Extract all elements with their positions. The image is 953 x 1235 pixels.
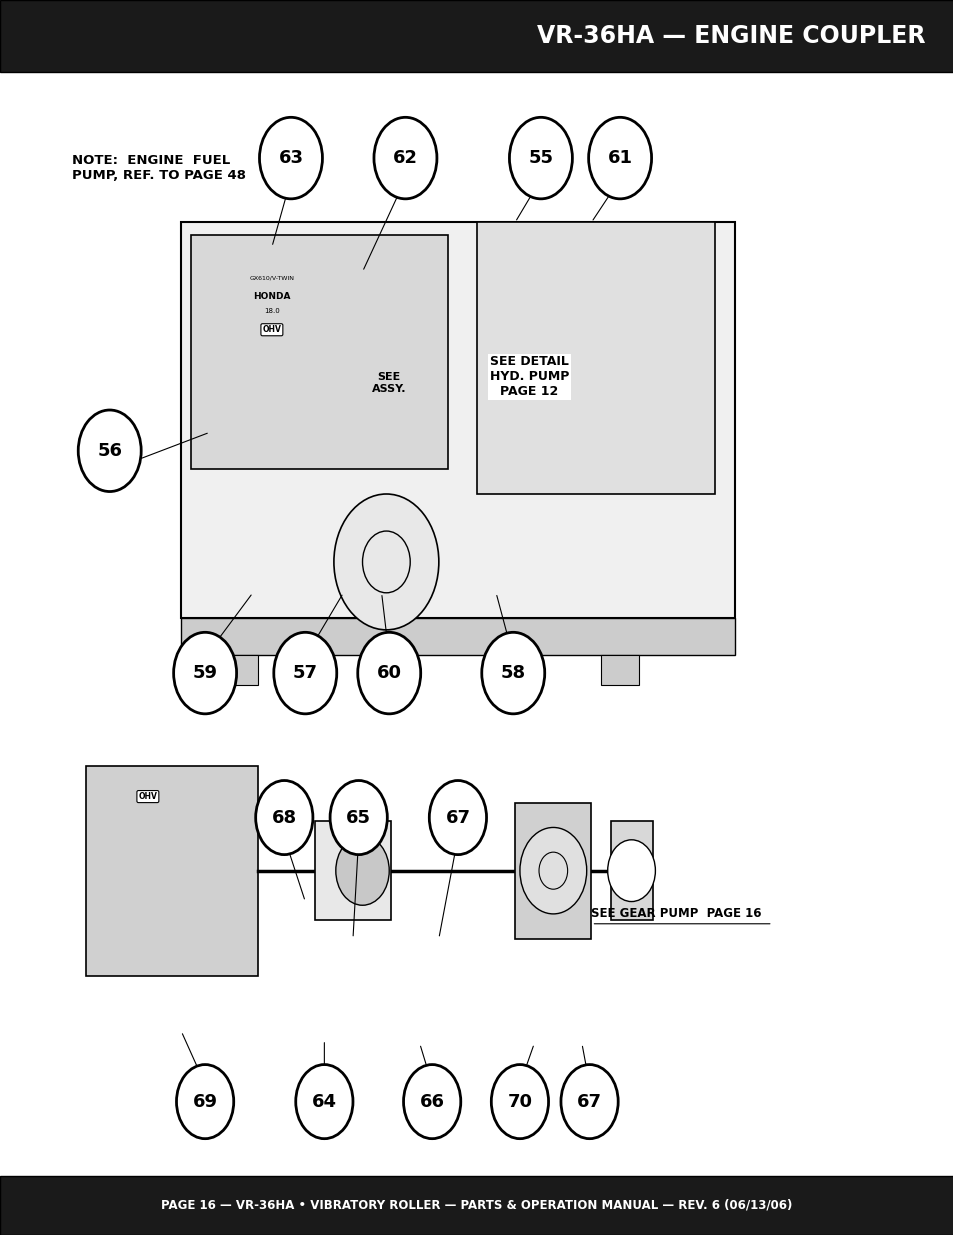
Text: 66: 66	[419, 1093, 444, 1110]
Text: HONDA: HONDA	[253, 291, 291, 301]
Text: SEE
ASSY.: SEE ASSY.	[372, 372, 406, 394]
Text: 63: 63	[278, 149, 303, 167]
FancyBboxPatch shape	[0, 1176, 953, 1235]
FancyBboxPatch shape	[191, 235, 448, 469]
Text: GX610/V-TWIN: GX610/V-TWIN	[249, 275, 294, 280]
FancyBboxPatch shape	[86, 766, 257, 976]
Text: 61: 61	[607, 149, 632, 167]
Circle shape	[295, 1065, 353, 1139]
Text: VR-36HA — ENGINE COUPLER: VR-36HA — ENGINE COUPLER	[537, 23, 924, 48]
Text: 65: 65	[346, 809, 371, 826]
Circle shape	[374, 117, 436, 199]
Circle shape	[560, 1065, 618, 1139]
FancyBboxPatch shape	[372, 655, 410, 685]
Text: 58: 58	[500, 664, 525, 682]
Text: 18.0: 18.0	[264, 309, 279, 314]
Circle shape	[588, 117, 651, 199]
Text: 55: 55	[528, 149, 553, 167]
FancyBboxPatch shape	[219, 655, 257, 685]
Circle shape	[403, 1065, 460, 1139]
FancyBboxPatch shape	[610, 821, 653, 920]
FancyBboxPatch shape	[295, 655, 334, 685]
FancyBboxPatch shape	[515, 803, 591, 939]
Circle shape	[357, 632, 420, 714]
Text: 64: 64	[312, 1093, 336, 1110]
Text: SEE GEAR PUMP  PAGE 16: SEE GEAR PUMP PAGE 16	[591, 908, 761, 920]
Circle shape	[78, 410, 141, 492]
Text: 60: 60	[376, 664, 401, 682]
Text: 69: 69	[193, 1093, 217, 1110]
FancyBboxPatch shape	[476, 222, 715, 494]
Circle shape	[519, 827, 586, 914]
Text: 57: 57	[293, 664, 317, 682]
Circle shape	[330, 781, 387, 855]
Circle shape	[176, 1065, 233, 1139]
Text: SEE DETAIL
HYD. PUMP
PAGE 12: SEE DETAIL HYD. PUMP PAGE 12	[489, 356, 569, 398]
FancyBboxPatch shape	[181, 222, 734, 618]
Circle shape	[491, 1065, 548, 1139]
Text: 56: 56	[97, 442, 122, 459]
Circle shape	[429, 781, 486, 855]
Circle shape	[259, 117, 322, 199]
FancyBboxPatch shape	[0, 0, 953, 72]
Text: 59: 59	[193, 664, 217, 682]
FancyBboxPatch shape	[600, 655, 639, 685]
Circle shape	[509, 117, 572, 199]
Circle shape	[173, 632, 236, 714]
FancyBboxPatch shape	[181, 618, 734, 655]
Text: NOTE:  ENGINE  FUEL
PUMP, REF. TO PAGE 48: NOTE: ENGINE FUEL PUMP, REF. TO PAGE 48	[71, 154, 245, 183]
Text: 67: 67	[445, 809, 470, 826]
Text: 62: 62	[393, 149, 417, 167]
Circle shape	[334, 494, 438, 630]
Text: 70: 70	[507, 1093, 532, 1110]
Circle shape	[335, 836, 389, 905]
FancyBboxPatch shape	[314, 821, 391, 920]
Circle shape	[481, 632, 544, 714]
FancyBboxPatch shape	[486, 655, 524, 685]
Circle shape	[274, 632, 336, 714]
Text: PAGE 16 — VR-36HA • VIBRATORY ROLLER — PARTS & OPERATION MANUAL — REV. 6 (06/13/: PAGE 16 — VR-36HA • VIBRATORY ROLLER — P…	[161, 1199, 792, 1212]
Text: OHV: OHV	[138, 792, 157, 802]
Text: OHV: OHV	[262, 325, 281, 335]
Text: 67: 67	[577, 1093, 601, 1110]
Circle shape	[255, 781, 313, 855]
Circle shape	[607, 840, 655, 902]
Text: 68: 68	[272, 809, 296, 826]
